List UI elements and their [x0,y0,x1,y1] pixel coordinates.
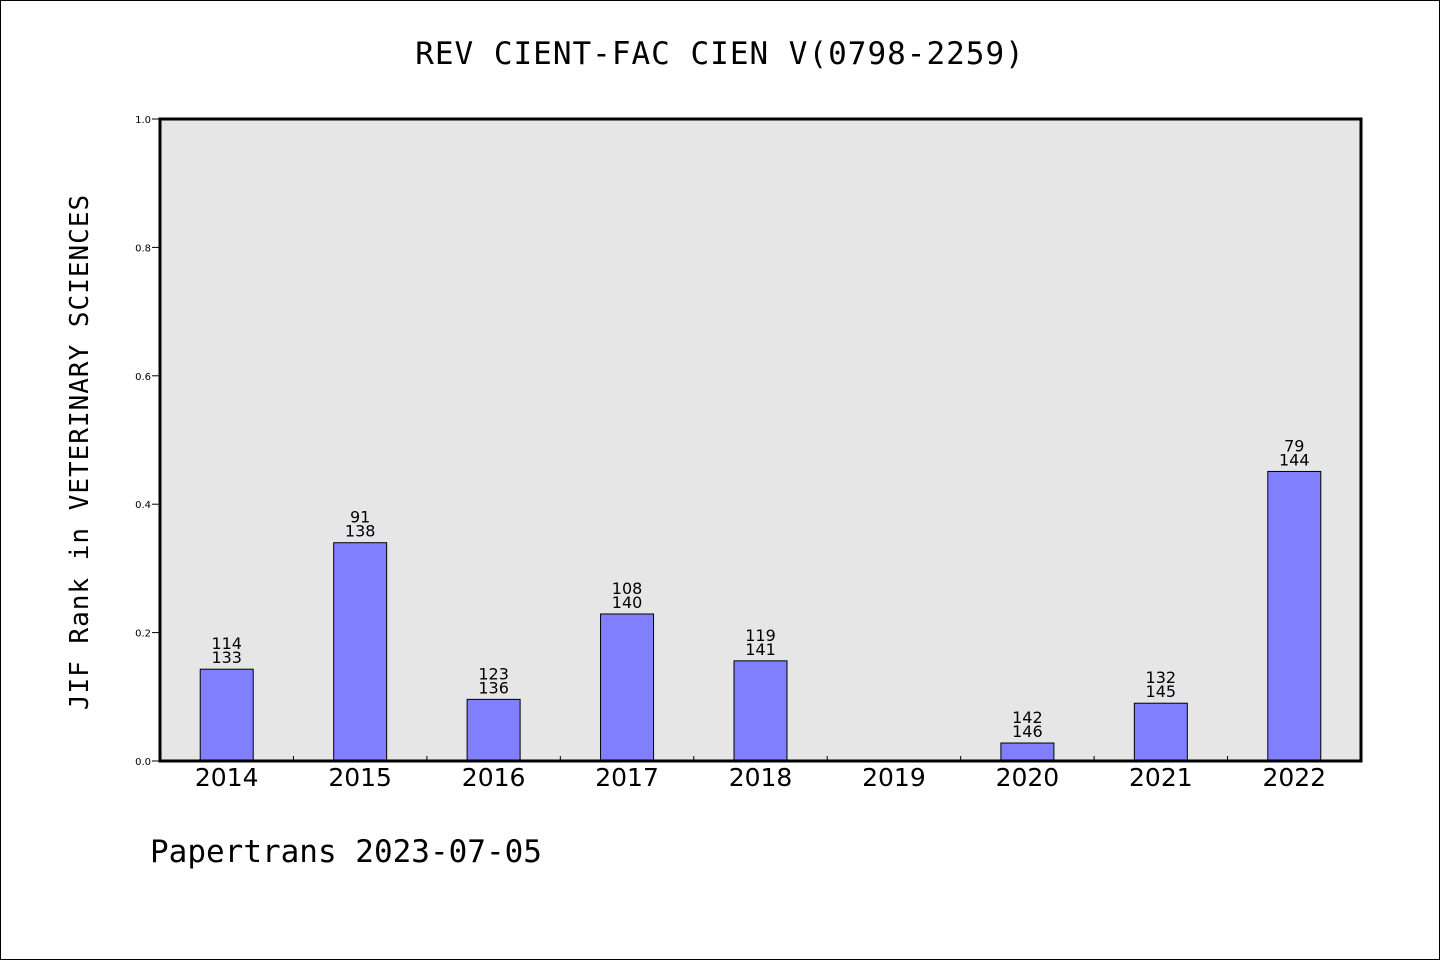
x-tick-label: 2020 [996,763,1060,792]
bar [333,542,388,762]
bar-rank-label: 123 [478,664,509,683]
bar [600,613,655,762]
x-tick-label: 2015 [328,763,392,792]
bar-total-label: 133 [211,648,242,667]
plot-border [158,117,1363,763]
bar [733,660,788,762]
bar-rank-label: 79 [1284,436,1304,455]
bar-total-label: 145 [1146,682,1177,701]
bar-total-label: 140 [612,593,643,612]
x-tick-label: 2017 [595,763,659,792]
bar-rank-label: 108 [612,579,643,598]
x-tick-label: 2018 [729,763,793,792]
bar [466,698,521,762]
y-tick-label: 0.4 [135,500,151,511]
bar-total-label: 138 [345,522,376,541]
x-tick-label: 2016 [462,763,526,792]
bar-total-label: 136 [478,678,509,697]
bar-total-label: 141 [745,640,776,659]
bar-total-label: 144 [1279,450,1310,469]
bar-rank-label: 132 [1146,668,1177,687]
bar-rank-label: 119 [745,626,776,645]
y-tick-label: 1.0 [135,115,151,126]
bar [1000,742,1055,762]
bar [1133,702,1188,762]
chart-title: REV CIENT-FAC CIEN V(0798-2259) [415,36,1025,72]
y-tick-label: 0.8 [135,243,151,254]
bar [1267,470,1322,762]
x-tick-label: 2022 [1262,763,1326,792]
x-tick-label: 2021 [1129,763,1193,792]
bar-rank-label: 91 [350,508,370,527]
y-tick-label: 0.0 [135,757,151,768]
bar-rank-label: 114 [211,634,242,653]
bar-total-label: 146 [1012,722,1043,741]
y-tick-label: 0.6 [135,372,151,383]
x-tick-label: 2014 [195,763,259,792]
bar-rank-label: 142 [1012,708,1043,727]
x-tick-label: 2019 [862,763,926,792]
y-tick-label: 0.2 [135,629,151,640]
footer-text: Papertrans 2023-07-05 [150,834,542,870]
bar [199,668,254,762]
